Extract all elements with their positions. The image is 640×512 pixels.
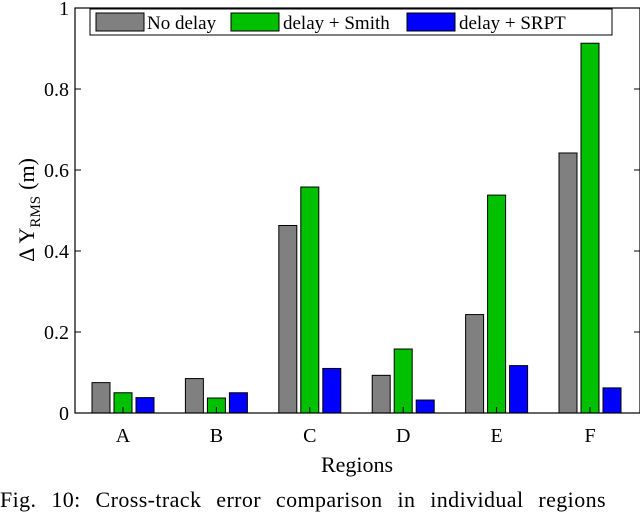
legend-swatch (406, 12, 456, 32)
y-tick-label: 0 (59, 403, 69, 425)
legend-label: No delay (147, 13, 217, 34)
bar-delay-srpt-a (135, 397, 155, 414)
bar-delay-smith-e (487, 194, 507, 414)
x-axis-ticks: A B C D E F (116, 407, 596, 447)
y-tick-label: 1 (59, 0, 69, 20)
y-axis-label-subscript: RMS (28, 196, 44, 228)
bar-no-delay-d (371, 374, 391, 414)
bar-no-delay-a (91, 382, 111, 414)
legend-label: delay + Smith (283, 13, 390, 34)
x-tick-label: F (584, 425, 595, 447)
bar-delay-srpt-e (509, 365, 529, 414)
legend-swatch (230, 12, 280, 32)
x-axis-label: Regions (321, 452, 393, 477)
figure-caption: Fig. 10: Cross-track error comparison in… (0, 488, 606, 512)
bar-delay-srpt-b (228, 392, 248, 414)
bar-delay-srpt-f (602, 387, 622, 414)
bar-delay-smith-d (393, 348, 413, 414)
y-tick-label: 0.8 (44, 79, 69, 101)
y-axis-label: Δ YRMS (m) (14, 158, 44, 262)
legend: No delay delay + Smith delay + SRPT (89, 8, 613, 36)
y-axis-ticks: 0 0.2 0.4 0.6 0.8 1 (44, 0, 640, 425)
y-tick-label: 0.6 (44, 160, 69, 182)
x-tick-label: A (116, 425, 131, 447)
bar-no-delay-e (465, 314, 485, 414)
plot-frame (74, 7, 640, 414)
bar-no-delay-c (278, 224, 298, 414)
legend-box (89, 8, 613, 36)
x-tick-label: C (303, 425, 316, 447)
x-tick-label: E (490, 425, 502, 447)
legend-swatch (95, 12, 145, 32)
y-axis-label-unit: (m) (14, 158, 39, 190)
bar-no-delay-f (558, 152, 578, 414)
legend-label: delay + SRPT (459, 13, 566, 34)
bars-group (91, 42, 622, 414)
bar-delay-smith-f (580, 42, 600, 414)
y-tick-label: 0.4 (44, 241, 69, 263)
bar-delay-srpt-c (322, 367, 342, 414)
bar-no-delay-b (184, 378, 204, 414)
x-tick-label: B (210, 425, 223, 447)
bar-delay-smith-c (300, 186, 320, 414)
y-axis-label-main: Δ Y (14, 227, 39, 261)
y-tick-label: 0.2 (44, 322, 69, 344)
bar-delay-srpt-d (415, 399, 435, 414)
x-tick-label: D (396, 425, 410, 447)
